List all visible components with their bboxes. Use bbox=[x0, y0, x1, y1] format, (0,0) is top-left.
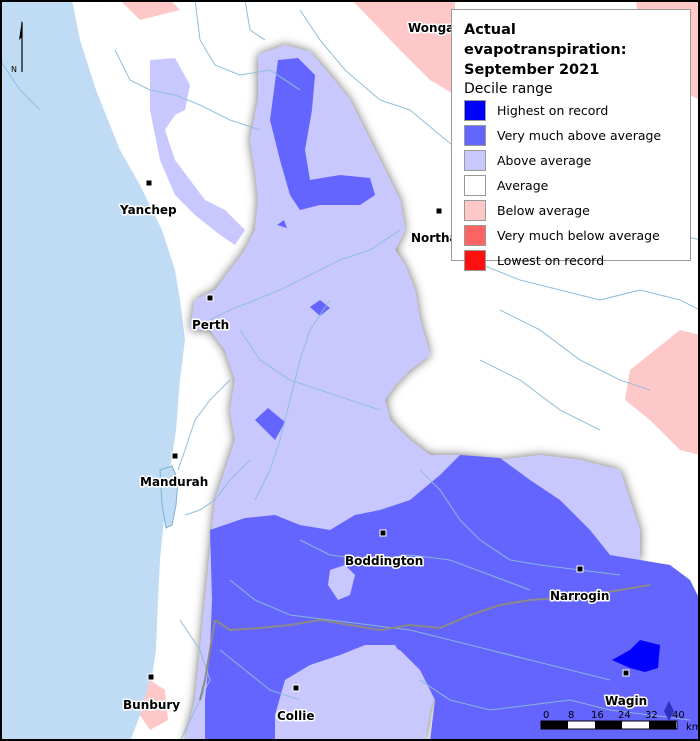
legend-item-highest: Highest on record bbox=[464, 98, 680, 123]
town-collie: Collie bbox=[277, 709, 315, 723]
legend-label-average: Average bbox=[497, 178, 549, 193]
town-yanchep: Yanchep bbox=[119, 203, 177, 217]
legend-label-highest: Highest on record bbox=[497, 103, 609, 118]
legend-item-below: Below average bbox=[464, 198, 680, 223]
estuary bbox=[159, 465, 179, 529]
legend-label-lowest: Lowest on record bbox=[497, 253, 605, 268]
town-wagin: Wagin bbox=[605, 694, 647, 708]
scale-bar: 0 8 16 24 32 40 km bbox=[540, 710, 700, 733]
scale-tick-32: 32 bbox=[645, 710, 658, 721]
highest-on-record-patch bbox=[612, 640, 660, 672]
north-arrow-label: N bbox=[11, 65, 17, 74]
legend-subtitle: Decile range bbox=[464, 81, 553, 97]
town-wongan: Wongan bbox=[408, 21, 463, 35]
legend-items: Highest on record Very much above averag… bbox=[464, 98, 680, 273]
legend-item-very-much-above: Very much above average bbox=[464, 123, 680, 148]
town-bunbury: Bunbury bbox=[123, 698, 180, 712]
legend-swatch-lowest bbox=[464, 250, 486, 271]
legend-swatch-above bbox=[464, 150, 486, 171]
legend-label-very-much-above: Very much above average bbox=[497, 128, 662, 143]
town-perth: Perth bbox=[192, 318, 229, 332]
legend-swatch-average bbox=[464, 175, 486, 196]
town-markers bbox=[145, 179, 630, 692]
legend-item-lowest: Lowest on record bbox=[464, 248, 680, 273]
scale-tick-8: 8 bbox=[568, 710, 574, 721]
town-narrogin: Narrogin bbox=[550, 589, 609, 603]
legend-label-below: Below average bbox=[497, 203, 590, 218]
boundary-line bbox=[214, 584, 651, 632]
scale-tick-0: 0 bbox=[543, 710, 549, 721]
boundary-line-west bbox=[199, 619, 216, 701]
scale-tick-40: 40 bbox=[672, 710, 685, 721]
very-much-above-north bbox=[270, 58, 375, 210]
legend-swatch-very-much-below bbox=[464, 225, 486, 246]
legend-label-very-much-below: Very much below average bbox=[497, 228, 660, 243]
above-average-boddington-patch bbox=[328, 565, 355, 600]
town-mandurah: Mandurah bbox=[140, 475, 208, 489]
legend-item-above: Above average bbox=[464, 148, 680, 173]
north-arrow: N bbox=[11, 20, 23, 74]
legend-item-very-much-below: Very much below average bbox=[464, 223, 680, 248]
legend-swatch-very-much-above bbox=[464, 125, 486, 146]
above-average-collie-area bbox=[275, 645, 405, 741]
scale-tick-16: 16 bbox=[591, 710, 604, 721]
ocean bbox=[0, 0, 185, 741]
very-much-above-small3 bbox=[277, 220, 287, 228]
compass-diamond bbox=[664, 701, 674, 721]
legend-swatch-below bbox=[464, 200, 486, 221]
legend-title-line2: September 2021 bbox=[464, 62, 600, 78]
legend-item-average: Average bbox=[464, 173, 680, 198]
legend: Actual evapotranspiration: September 202… bbox=[451, 9, 691, 271]
legend-title-line1: Actual evapotranspiration: bbox=[464, 22, 627, 58]
very-much-above-south bbox=[205, 455, 700, 741]
legend-swatch-highest bbox=[464, 100, 486, 121]
town-boddington: Boddington bbox=[345, 554, 423, 568]
scale-tick-24: 24 bbox=[618, 710, 631, 721]
very-much-above-small1 bbox=[310, 300, 330, 316]
legend-label-above: Above average bbox=[497, 153, 592, 168]
scale-unit: km bbox=[686, 722, 700, 733]
above-average-patch-nw bbox=[150, 58, 245, 245]
very-much-above-small2 bbox=[255, 408, 285, 440]
